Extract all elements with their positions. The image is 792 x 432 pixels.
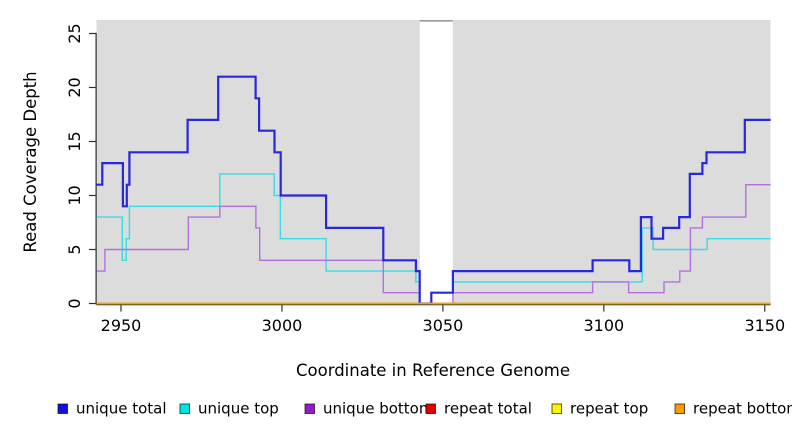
legend-item-unique-total: unique total [57,400,167,418]
legend-item-repeat-top: repeat top [551,400,648,418]
series-unique-top [96,173,771,305]
y-tick-label: 10 [65,185,84,205]
legend-label: repeat bottom [693,400,792,418]
legend-item-unique-bottom: unique bottom [304,400,433,418]
legend-swatch [304,403,315,414]
legend-swatch [179,403,190,414]
series-unique-bottom [96,184,771,305]
missing-data-band [419,19,453,305]
y-tick-label: 20 [65,77,84,97]
x-tick-label: 3000 [262,316,303,335]
legend-swatch [425,403,436,414]
x-tick-label: 3150 [744,316,785,335]
legend-label: unique total [76,400,167,418]
legend-swatch [674,403,685,414]
legend: unique total unique top unique bottom repea… [57,400,792,418]
x-tick-label: 3100 [583,316,624,335]
legend-swatch [57,403,68,414]
legend-label: unique top [198,400,279,418]
legend-item-repeat-total: repeat total [425,400,532,418]
x-tick-label: 3050 [423,316,464,335]
legend-label: unique bottom [323,400,433,418]
axes-layer: 2950 3000 3050 3100 3150 0 5 10 15 20 25 [65,23,785,335]
series-unique-total [96,75,771,305]
y-tick-label: 0 [65,298,84,308]
legend-item-unique-top: unique top [179,400,279,418]
legend-item-repeat-bottom: repeat bottom [674,400,792,418]
y-tick-label: 5 [65,244,84,254]
y-axis-title: Read Coverage Depth [21,71,40,252]
x-tick-label: 2950 [101,316,142,335]
x-axis-title: Coordinate in Reference Genome [296,361,570,380]
legend-swatch [551,403,562,414]
series-layer [96,75,771,305]
legend-label: repeat total [444,400,532,418]
legend-label: repeat top [570,400,648,418]
y-tick-label: 25 [65,23,84,43]
plot-background-layer [96,19,771,305]
y-tick-label: 15 [65,131,84,151]
